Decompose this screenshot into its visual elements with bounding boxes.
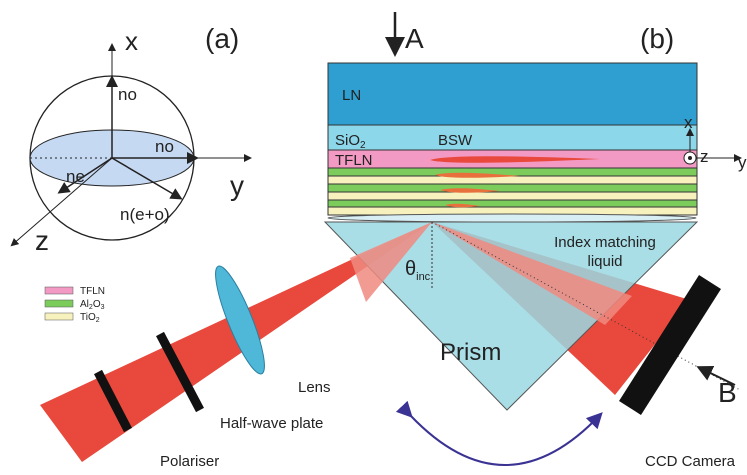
label: z bbox=[700, 147, 709, 166]
index-liquid bbox=[327, 213, 697, 223]
legend-swatch bbox=[44, 286, 74, 295]
label: x bbox=[125, 26, 138, 56]
label: Half-wave plate bbox=[220, 415, 323, 432]
label: x bbox=[684, 113, 693, 132]
label: Polariser bbox=[160, 453, 219, 470]
legend-swatch bbox=[44, 312, 74, 321]
beam-in-prism bbox=[432, 222, 632, 325]
label: Prism bbox=[440, 339, 501, 366]
legend-label: TiO2 bbox=[80, 312, 100, 324]
legend-swatch bbox=[44, 299, 74, 308]
label: BSW bbox=[438, 132, 473, 149]
polariser bbox=[156, 331, 204, 413]
label: SiO2 bbox=[335, 132, 366, 151]
layer-sio2 bbox=[327, 124, 698, 151]
label: CCD Camera bbox=[645, 453, 736, 470]
label: no bbox=[118, 85, 137, 104]
label: A bbox=[405, 23, 424, 54]
beam-in-prism bbox=[350, 222, 432, 302]
label: LN bbox=[342, 87, 361, 104]
lens bbox=[215, 265, 265, 375]
label: ne bbox=[66, 167, 85, 186]
label: Index matching liquid bbox=[554, 234, 656, 270]
rotation-arrow bbox=[395, 400, 603, 466]
label: y bbox=[738, 153, 747, 172]
label: z bbox=[35, 225, 49, 256]
label: Lens bbox=[298, 379, 331, 396]
legend-label: TFLN bbox=[80, 286, 105, 297]
label: (b) bbox=[640, 23, 674, 54]
ccd-camera bbox=[619, 275, 721, 415]
layer-ln bbox=[327, 62, 698, 126]
input-beam bbox=[40, 222, 432, 462]
label: B bbox=[718, 377, 737, 408]
sphere bbox=[10, 43, 252, 247]
label: n(e+o) bbox=[120, 205, 170, 224]
bsw-mode bbox=[430, 156, 600, 163]
label: TFLN bbox=[335, 152, 373, 169]
legend-label: Al2O3 bbox=[80, 299, 105, 311]
half-wave-plate bbox=[94, 369, 132, 433]
label: y bbox=[230, 170, 244, 201]
label: no bbox=[155, 137, 174, 156]
label: θinc bbox=[405, 258, 431, 283]
label: (a) bbox=[205, 23, 239, 54]
